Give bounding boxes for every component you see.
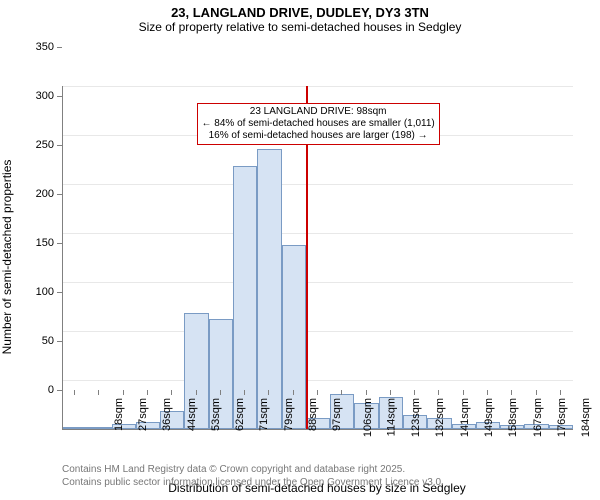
x-tick-mark: [438, 390, 439, 395]
x-tick-label: 167sqm: [532, 398, 544, 437]
gridline: [63, 184, 573, 185]
x-tick-label: 141sqm: [459, 398, 471, 437]
x-tick-label: 44sqm: [186, 398, 198, 431]
y-tick-label: 250: [0, 139, 54, 151]
y-tick-mark: [57, 243, 62, 244]
x-tick-label: 18sqm: [113, 398, 125, 431]
x-tick-mark: [293, 390, 294, 395]
gridline: [63, 282, 573, 283]
x-tick-mark: [74, 390, 75, 395]
footer-line-1: Contains HM Land Registry data © Crown c…: [62, 464, 444, 477]
x-tick-mark: [317, 390, 318, 395]
x-tick-mark: [220, 390, 221, 395]
y-tick-label: 300: [0, 90, 54, 102]
x-tick-label: 106sqm: [362, 398, 374, 437]
y-tick-label: 200: [0, 188, 54, 200]
x-tick-mark: [560, 390, 561, 395]
y-tick-label: 350: [0, 41, 54, 53]
x-tick-mark: [414, 390, 415, 395]
footer-attribution: Contains HM Land Registry data © Crown c…: [62, 464, 444, 489]
y-tick-label: 50: [0, 335, 54, 347]
x-tick-label: 97sqm: [331, 398, 343, 431]
x-tick-label: 132sqm: [434, 398, 446, 437]
x-tick-label: 71sqm: [258, 398, 270, 431]
x-tick-mark: [511, 390, 512, 395]
x-tick-mark: [487, 390, 488, 395]
y-tick-mark: [57, 145, 62, 146]
y-tick-mark: [57, 341, 62, 342]
x-tick-mark: [196, 390, 197, 395]
plot-area: 23 LANGLAND DRIVE: 98sqm← 84% of semi-de…: [62, 86, 573, 430]
chart-container: 23, LANGLAND DRIVE, DUDLEY, DY3 3TN Size…: [0, 0, 600, 500]
x-tick-mark: [268, 390, 269, 395]
histogram-bar: [233, 166, 257, 429]
x-tick-mark: [123, 390, 124, 395]
x-tick-label: 79sqm: [283, 398, 295, 431]
histogram-bar: [257, 149, 281, 428]
x-tick-mark: [147, 390, 148, 395]
chart-subtitle: Size of property relative to semi-detach…: [0, 21, 600, 35]
histogram-bar: [87, 427, 111, 429]
y-tick-mark: [57, 390, 62, 391]
y-tick-mark: [57, 292, 62, 293]
x-tick-mark: [390, 390, 391, 395]
y-tick-label: 100: [0, 286, 54, 298]
x-tick-label: 149sqm: [483, 398, 495, 437]
x-tick-label: 88sqm: [307, 398, 319, 431]
annotation-line: ← 84% of semi-detached houses are smalle…: [202, 118, 435, 130]
histogram-bar: [63, 427, 87, 429]
gridline: [63, 380, 573, 381]
annotation-box: 23 LANGLAND DRIVE: 98sqm← 84% of semi-de…: [197, 103, 440, 145]
x-tick-mark: [244, 390, 245, 395]
x-tick-mark: [463, 390, 464, 395]
x-tick-label: 123sqm: [410, 398, 422, 437]
y-tick-label: 0: [0, 384, 54, 396]
x-tick-label: 27sqm: [137, 398, 149, 431]
annotation-line: 16% of semi-detached houses are larger (…: [202, 130, 435, 142]
x-tick-mark: [171, 390, 172, 395]
annotation-line: 23 LANGLAND DRIVE: 98sqm: [202, 106, 435, 118]
footer-line-2: Contains public sector information licen…: [62, 477, 444, 490]
x-tick-label: 184sqm: [580, 398, 592, 437]
x-tick-label: 158sqm: [507, 398, 519, 437]
y-tick-mark: [57, 96, 62, 97]
x-tick-label: 36sqm: [161, 398, 173, 431]
gridline: [63, 233, 573, 234]
y-tick-mark: [57, 47, 62, 48]
chart-title: 23, LANGLAND DRIVE, DUDLEY, DY3 3TN: [0, 0, 600, 21]
x-tick-label: 62sqm: [234, 398, 246, 431]
x-tick-mark: [98, 390, 99, 395]
x-tick-mark: [366, 390, 367, 395]
gridline: [63, 331, 573, 332]
x-tick-label: 53sqm: [210, 398, 222, 431]
gridline: [63, 86, 573, 87]
x-tick-label: 176sqm: [556, 398, 568, 437]
x-tick-mark: [536, 390, 537, 395]
x-tick-mark: [341, 390, 342, 395]
y-tick-mark: [57, 194, 62, 195]
x-tick-label: 114sqm: [385, 398, 397, 436]
y-tick-label: 150: [0, 237, 54, 249]
